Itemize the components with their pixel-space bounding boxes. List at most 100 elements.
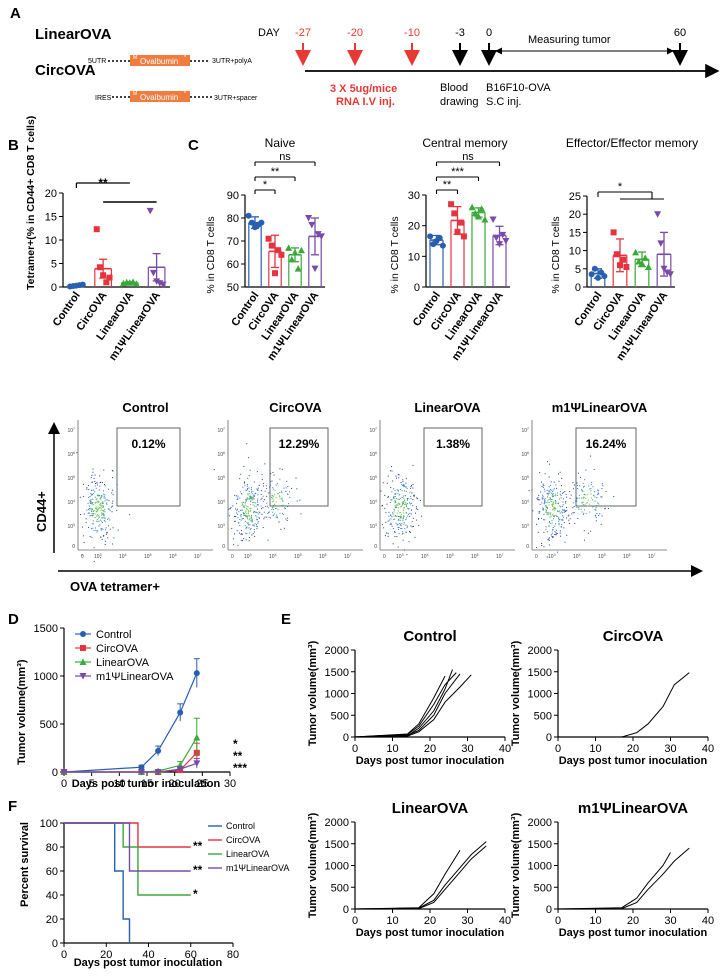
flow-event	[97, 501, 99, 503]
flow-event	[250, 497, 252, 499]
flow-event	[555, 508, 557, 510]
flow-event	[107, 537, 109, 539]
flow-event	[582, 504, 584, 506]
flow-event	[278, 521, 280, 523]
flow-y-tick0: 0	[526, 544, 529, 550]
flow-event	[561, 519, 563, 521]
flow-event	[553, 508, 555, 510]
flow-event	[588, 485, 590, 487]
flow-event	[537, 518, 539, 520]
subchart-ylabel: Tumor volume(mm³)	[510, 812, 522, 918]
flow-event	[539, 504, 541, 506]
flow-event	[555, 507, 557, 509]
flow-event	[415, 506, 417, 508]
flow-event	[414, 536, 416, 538]
flow-event	[279, 512, 281, 514]
flow-event	[577, 472, 579, 474]
flow-event	[102, 509, 104, 511]
flow-event	[103, 493, 105, 495]
flow-event	[398, 503, 400, 505]
flow-event	[285, 490, 287, 492]
flow-event	[551, 536, 553, 538]
flow-event	[266, 487, 268, 489]
data-point	[132, 280, 140, 287]
flow-event	[95, 530, 97, 532]
flow-event	[239, 497, 241, 499]
data-point	[96, 264, 103, 271]
flow-event	[104, 511, 106, 513]
flow-event	[561, 477, 563, 479]
flow-event	[88, 489, 90, 491]
flow-event	[97, 506, 99, 508]
flow-x-tick: 106	[319, 553, 327, 560]
flow-event	[405, 490, 407, 492]
flow-event	[585, 497, 587, 499]
flow-event	[528, 490, 530, 492]
flow-event	[560, 506, 562, 508]
flow-event	[543, 503, 545, 505]
flow-event	[542, 508, 544, 510]
flow-event	[267, 539, 269, 541]
flow-event	[404, 495, 406, 497]
flow-event	[552, 505, 554, 507]
flow-event	[244, 513, 246, 515]
flow-event	[242, 512, 244, 514]
flow-event	[403, 521, 405, 523]
flow-event	[555, 529, 557, 531]
flow-event	[247, 513, 249, 515]
flow-event	[390, 522, 392, 524]
flow-event	[101, 517, 103, 519]
flow-event	[548, 512, 550, 514]
flow-event	[252, 533, 254, 535]
flow-event	[104, 508, 106, 510]
flow-event	[394, 505, 396, 507]
y-tick-label: 1000	[325, 689, 349, 701]
flow-event	[554, 516, 556, 518]
flow-event	[594, 491, 596, 493]
tumor-curve	[354, 675, 446, 738]
flow-event	[406, 497, 408, 499]
flow-event	[250, 507, 252, 509]
flow-event	[99, 519, 101, 521]
flow-event	[96, 494, 98, 496]
flow-event	[269, 484, 271, 486]
y-tick-label: 50	[227, 282, 239, 294]
flow-event	[405, 482, 407, 484]
flow-event	[249, 495, 251, 497]
flow-event	[96, 520, 98, 522]
flow-event	[547, 500, 549, 502]
flow-event	[572, 512, 574, 514]
flow-event	[99, 504, 101, 506]
flow-event	[575, 504, 577, 506]
flow-event	[93, 489, 95, 491]
flow-event	[538, 499, 540, 501]
flow-event	[538, 511, 540, 513]
flow-event	[541, 517, 543, 519]
y-tick-label: 100	[40, 818, 58, 830]
flow-event	[542, 494, 544, 496]
panel-b-letter: B	[8, 137, 19, 154]
flow-event	[259, 517, 261, 519]
flow-event	[249, 524, 251, 526]
flow-event	[546, 493, 548, 495]
flow-event	[95, 507, 97, 509]
flow-event	[410, 502, 412, 504]
flow-event	[249, 469, 251, 471]
flow-event	[581, 497, 583, 499]
flow-event	[571, 513, 573, 515]
flow-event	[249, 496, 251, 498]
flow-event	[117, 529, 119, 531]
linear-5utr-label: 5UTR	[88, 58, 106, 65]
flow-event	[107, 508, 109, 510]
flow-event	[545, 506, 547, 508]
flow-event	[244, 525, 246, 527]
flow-event	[91, 536, 93, 538]
flow-event	[394, 535, 396, 537]
flow-event	[581, 511, 583, 513]
data-point	[275, 247, 282, 254]
flow-event	[262, 507, 264, 509]
linear-star-mark: *	[184, 55, 186, 61]
flow-event	[587, 499, 589, 501]
flow-event	[112, 477, 114, 479]
flow-event	[241, 530, 243, 532]
